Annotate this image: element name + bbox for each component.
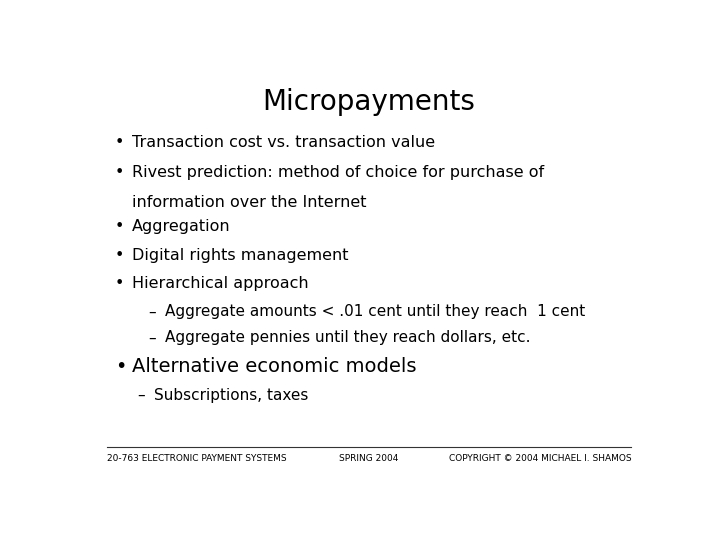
- Text: Aggregate amounts < .01 cent until they reach  1 cent: Aggregate amounts < .01 cent until they …: [166, 305, 585, 319]
- Text: •: •: [115, 276, 125, 291]
- Text: Aggregate pennies until they reach dollars, etc.: Aggregate pennies until they reach dolla…: [166, 330, 531, 346]
- Text: Alternative economic models: Alternative economic models: [132, 357, 416, 376]
- Text: Subscriptions, taxes: Subscriptions, taxes: [154, 388, 309, 403]
- Text: •: •: [115, 357, 127, 376]
- Text: 20-763 ELECTRONIC PAYMENT SYSTEMS: 20-763 ELECTRONIC PAYMENT SYSTEMS: [107, 454, 287, 463]
- Text: Hierarchical approach: Hierarchical approach: [132, 276, 308, 291]
- Text: •: •: [115, 248, 125, 263]
- Text: Aggregation: Aggregation: [132, 219, 230, 234]
- Text: Micropayments: Micropayments: [263, 87, 475, 116]
- Text: –: –: [138, 388, 145, 403]
- Text: •: •: [115, 136, 125, 151]
- Text: Transaction cost vs. transaction value: Transaction cost vs. transaction value: [132, 136, 435, 151]
- Text: –: –: [148, 330, 156, 346]
- Text: •: •: [115, 165, 125, 180]
- Text: COPYRIGHT © 2004 MICHAEL I. SHAMOS: COPYRIGHT © 2004 MICHAEL I. SHAMOS: [449, 454, 631, 463]
- Text: Digital rights management: Digital rights management: [132, 248, 348, 263]
- Text: •: •: [115, 219, 125, 234]
- Text: information over the Internet: information over the Internet: [132, 195, 366, 211]
- Text: –: –: [148, 305, 156, 319]
- Text: Rivest prediction: method of choice for purchase of: Rivest prediction: method of choice for …: [132, 165, 544, 180]
- Text: SPRING 2004: SPRING 2004: [339, 454, 399, 463]
